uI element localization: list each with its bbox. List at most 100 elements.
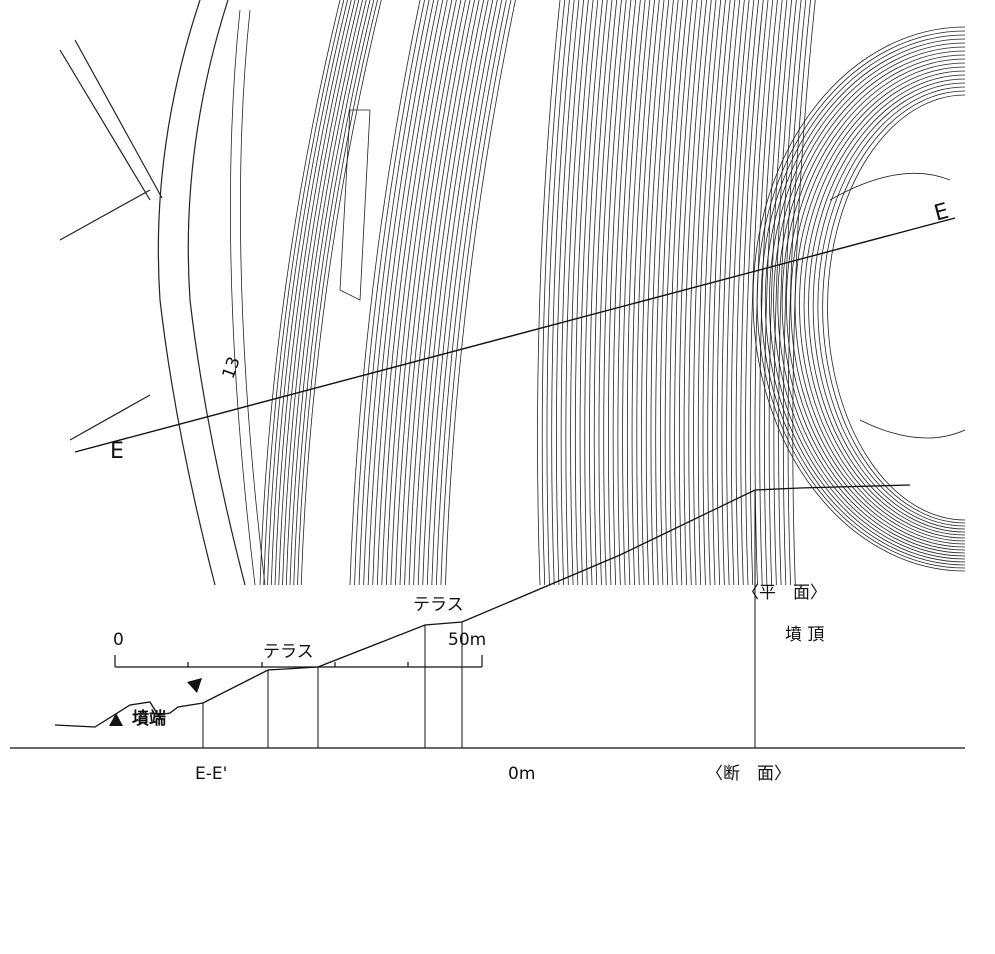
contour (579, 0, 603, 585)
contour (565, 0, 589, 585)
contour (829, 172, 951, 201)
contour (756, 30, 965, 569)
contour (431, 0, 503, 585)
contour (645, 0, 670, 585)
contour (413, 0, 485, 585)
contour (263, 0, 345, 585)
contour (787, 0, 811, 585)
contour (764, 0, 788, 585)
contour (735, 0, 759, 585)
contour (617, 0, 641, 585)
contour (259, 0, 341, 585)
grid-label: 13 (219, 354, 245, 381)
contour (385, 0, 457, 585)
section-line-label: E-E' (195, 764, 227, 784)
contour (808, 78, 965, 533)
top-label: 墳 頂 (785, 625, 824, 645)
contour (358, 0, 430, 585)
contour (612, 0, 637, 585)
contour (556, 0, 580, 585)
contour (745, 0, 769, 585)
contour (799, 70, 965, 539)
contour (827, 94, 965, 521)
contour (285, 0, 367, 585)
contour (349, 0, 421, 585)
legend-label: 墳端 (132, 708, 166, 729)
contour (289, 0, 371, 585)
scale-end: 50m (448, 630, 486, 650)
contour (435, 0, 507, 585)
contour (422, 0, 494, 585)
contour (598, 0, 622, 585)
section-profile (10, 484, 965, 749)
contour (608, 0, 632, 585)
section-caption: 〈断 面〉 (706, 764, 791, 784)
contour (367, 0, 439, 585)
mound-edge-marker (187, 678, 202, 693)
contour (790, 62, 965, 545)
contour (603, 0, 627, 585)
contour (749, 0, 774, 585)
contour (537, 0, 561, 585)
contour (282, 0, 363, 585)
contour (641, 0, 665, 585)
contour (636, 0, 660, 585)
contour (376, 0, 448, 585)
contour (426, 0, 498, 585)
contour (584, 0, 608, 585)
contour (859, 419, 965, 439)
contour (721, 0, 745, 585)
contour (803, 74, 965, 536)
contour (773, 0, 797, 585)
scale-bar (114, 655, 483, 668)
contour (702, 0, 726, 585)
contour (372, 0, 444, 585)
plan-caption: 〈平 面〉 (742, 583, 827, 603)
contour (760, 34, 965, 566)
contour (395, 0, 466, 585)
contour (293, 0, 375, 585)
contour (551, 0, 575, 585)
contour (230, 9, 256, 585)
contour (786, 58, 965, 548)
contour (354, 0, 425, 585)
contour (574, 0, 599, 585)
contour (764, 38, 965, 563)
contour (297, 0, 378, 585)
contour (650, 0, 674, 585)
terrace-label: テラス (413, 595, 464, 615)
contour (822, 90, 965, 524)
contour (546, 0, 570, 585)
contour (759, 0, 783, 585)
section-label: E (932, 199, 952, 227)
contour (812, 82, 965, 530)
contour (631, 0, 655, 585)
contour (399, 0, 471, 585)
contour (589, 0, 613, 585)
terrace-label: テラス (263, 642, 314, 662)
contour (408, 0, 480, 585)
contour (445, 0, 516, 585)
contour (707, 0, 731, 585)
contour (688, 0, 712, 585)
contour (270, 0, 352, 585)
contour (730, 0, 755, 585)
contour (664, 0, 689, 585)
contour (560, 0, 585, 585)
contour (777, 50, 965, 554)
section-line (74, 217, 956, 453)
contour (781, 54, 965, 551)
contour (417, 0, 489, 585)
contour (267, 0, 348, 585)
contour (274, 0, 356, 585)
contour (726, 0, 750, 585)
contour (712, 0, 736, 585)
contour (768, 0, 793, 585)
contour (778, 0, 802, 585)
contour (339, 109, 371, 301)
contour (363, 0, 435, 585)
contour (782, 0, 807, 585)
contour (716, 0, 741, 585)
contour (769, 42, 965, 560)
contour (626, 0, 651, 585)
